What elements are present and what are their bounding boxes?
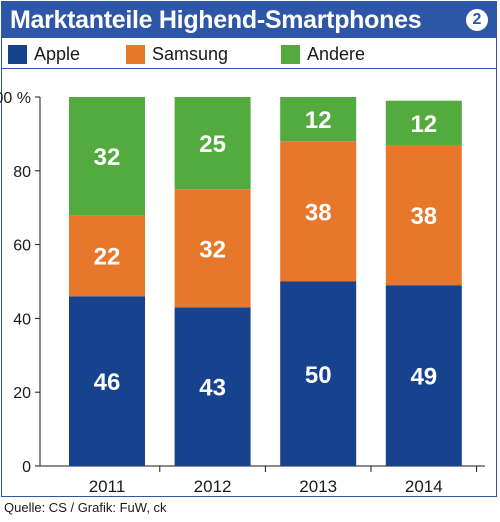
bar-value-label: 43 — [199, 375, 226, 402]
x-tick-label: 2012 — [194, 477, 232, 496]
bar-value-label: 32 — [94, 144, 121, 171]
bar-segment-andere — [280, 97, 357, 142]
bar-value-label: 46 — [94, 369, 121, 396]
legend-label-samsung: Samsung — [152, 44, 229, 64]
bar-value-label: 50 — [305, 362, 332, 389]
bar-value-label: 12 — [410, 111, 437, 138]
y-tick-label: 20 — [13, 385, 31, 402]
bar-segment-andere — [69, 97, 145, 216]
legend-swatch-samsung — [126, 45, 145, 64]
bar-segment-samsung — [385, 144, 462, 286]
legend-swatch-andere — [281, 45, 300, 64]
bar-segment-apple — [174, 307, 251, 466]
bar-value-label: 38 — [305, 199, 332, 226]
bar-value-label: 25 — [199, 131, 226, 158]
bar-segment-samsung — [69, 215, 145, 297]
bar-segment-apple — [280, 281, 357, 466]
x-tick-label: 2011 — [89, 477, 126, 496]
legend-label-apple: Apple — [34, 44, 81, 64]
bar-segment-andere — [174, 97, 251, 190]
y-tick-label: 0 — [22, 459, 31, 476]
y-tick-label: 40 — [13, 311, 31, 328]
chart-title: Marktanteile Highend-Smartphones — [10, 6, 422, 34]
bar-segment-samsung — [174, 189, 251, 308]
y-tick-label: 100 % — [0, 90, 31, 107]
bar-value-label: 38 — [410, 203, 437, 230]
x-tick-label: 2014 — [405, 477, 443, 496]
legend-swatch-apple — [8, 45, 27, 64]
bar-segment-andere — [385, 100, 462, 145]
chart-number-badge: 2 — [466, 9, 488, 31]
legend: Apple Samsung Andere — [2, 38, 496, 69]
bar-segment-apple — [69, 296, 145, 466]
source-note: Quelle: CS / Grafik: FuW, ck — [4, 500, 167, 515]
y-tick-label: 60 — [13, 238, 31, 255]
legend-label-andere: Andere — [307, 44, 366, 64]
title-bar: Marktanteile Highend-Smartphones 2 — [2, 2, 496, 38]
chart-frame: Marktanteile Highend-Smartphones 2 Apple… — [1, 1, 497, 497]
bar-value-label: 32 — [199, 236, 226, 263]
y-tick-label: 80 — [13, 164, 31, 181]
bar-value-label: 22 — [94, 244, 121, 271]
x-tick-label: 2013 — [299, 477, 337, 496]
bar-segment-samsung — [280, 141, 357, 282]
stacked-bar-chart: 0 20 40 60 80 100 % 46 22 32 2011 43 32 25 2012 50 38 12… — [0, 90, 485, 496]
bar-segment-apple — [385, 285, 462, 466]
bar-value-label: 49 — [410, 364, 437, 391]
bar-value-label: 12 — [305, 107, 332, 134]
